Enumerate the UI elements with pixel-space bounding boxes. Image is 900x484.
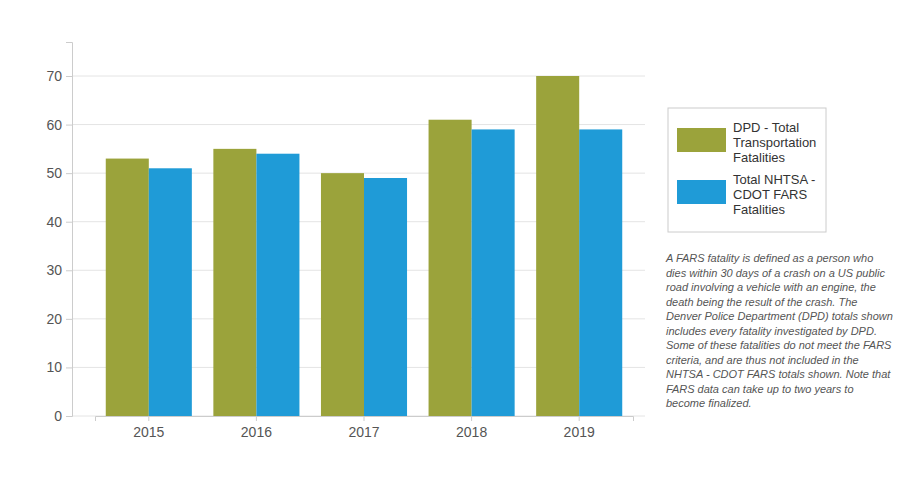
y-tick-mark [66, 173, 72, 174]
y-tick-label: 20 [46, 311, 62, 327]
y-tick-mark [66, 222, 72, 223]
text-line: includes every fatality investigated by … [666, 325, 877, 337]
bar [364, 178, 407, 416]
bar [256, 154, 299, 416]
x-tick: 2019 [564, 416, 595, 440]
x-tick: 2018 [456, 416, 487, 440]
text-line: A FARS fatality is defined as a person w… [665, 252, 873, 264]
y-tick: 30 [46, 262, 72, 278]
text-line: road involving a vehicle with an engine,… [666, 281, 876, 293]
y-axis-line [66, 43, 73, 417]
text-line: dies within 30 days of a crash on a US p… [666, 267, 885, 279]
y-tick: 20 [46, 311, 72, 327]
bar-series [106, 76, 579, 416]
bar [536, 76, 579, 416]
x-tick-mark [364, 416, 365, 421]
x-tick: 2017 [348, 416, 379, 440]
x-tick-mark [256, 416, 257, 421]
y-tick-label: 70 [46, 68, 62, 84]
x-tick: 2015 [133, 416, 164, 440]
text-line: Denver Police Department (DPD) totals sh… [666, 310, 893, 322]
text-line: NHTSA - CDOT FARS totals shown. Note tha… [666, 368, 891, 380]
y-tick: 0 [54, 408, 72, 424]
legend-swatch [677, 128, 726, 152]
y-tick-label: 30 [46, 262, 62, 278]
x-tick: 2016 [241, 416, 272, 440]
y-tick-label: 0 [54, 408, 62, 424]
x-tick-label: 2018 [456, 424, 487, 440]
y-tick-mark [66, 367, 72, 368]
legend-label: DPD - TotalTransportationFatalities [733, 120, 816, 165]
y-tick-mark [66, 319, 72, 320]
annotation: A FARS fatality is defined as a person w… [665, 252, 893, 409]
y-tick: 50 [46, 165, 72, 181]
y-tick-label: 40 [46, 214, 62, 230]
bar [429, 120, 472, 416]
bars [106, 76, 622, 416]
x-tick-label: 2015 [133, 424, 164, 440]
legend-label: Total NHTSA -CDOT FARSFatalities [733, 172, 815, 217]
x-tick-mark [579, 416, 580, 421]
text-line: CDOT FARS [733, 187, 807, 202]
x-axis: 2015 2016 2017 2018 2019 [96, 416, 634, 440]
x-tick-label: 2016 [241, 424, 272, 440]
text-line: Fatalities [733, 150, 786, 165]
text-line: Transportation [733, 135, 816, 150]
y-tick-mark [66, 125, 72, 126]
legend-swatch [677, 180, 726, 204]
text-line: criteria, and are thus not included in t… [666, 354, 859, 366]
legend-box [668, 108, 826, 232]
y-tick-mark [66, 76, 72, 77]
text-line: FARS data can take up to two years to [666, 383, 854, 395]
text-line: Total NHTSA - [733, 172, 815, 187]
bar [321, 173, 364, 416]
y-tick-label: 50 [46, 165, 62, 181]
text-line: DPD - Total [733, 120, 799, 135]
bar [106, 159, 149, 416]
text-line: Fatalities [733, 202, 786, 217]
y-tick: 40 [46, 214, 72, 230]
y-tick: 60 [46, 117, 72, 133]
grid [72, 76, 645, 416]
x-axis-line [96, 417, 634, 422]
text-line: become finalized. [666, 397, 752, 409]
y-tick: 10 [46, 359, 72, 375]
y-axis: 0 10 20 30 40 50 60 70 [46, 43, 72, 424]
x-tick-label: 2017 [348, 424, 379, 440]
x-tick-mark [148, 416, 149, 421]
x-tick-mark [471, 416, 472, 421]
y-tick-mark [66, 416, 72, 417]
chart: 0 10 20 30 40 50 60 70 2015 2016 2017 2018 2019 DPD -… [0, 0, 900, 484]
y-tick-label: 60 [46, 117, 62, 133]
y-tick-mark [66, 270, 72, 271]
text-line: death being the result of the crash. The [666, 296, 857, 308]
bar [149, 168, 192, 416]
legend: DPD - TotalTransportationFatalitiesTotal… [668, 108, 826, 232]
bar [472, 129, 515, 416]
bar [213, 149, 256, 416]
y-tick-label: 10 [46, 359, 62, 375]
bar-series [149, 129, 622, 416]
x-tick-label: 2019 [564, 424, 595, 440]
y-tick: 70 [46, 68, 72, 84]
bar [579, 129, 622, 416]
text-line: Some of these fatalities do not meet the… [666, 339, 892, 351]
